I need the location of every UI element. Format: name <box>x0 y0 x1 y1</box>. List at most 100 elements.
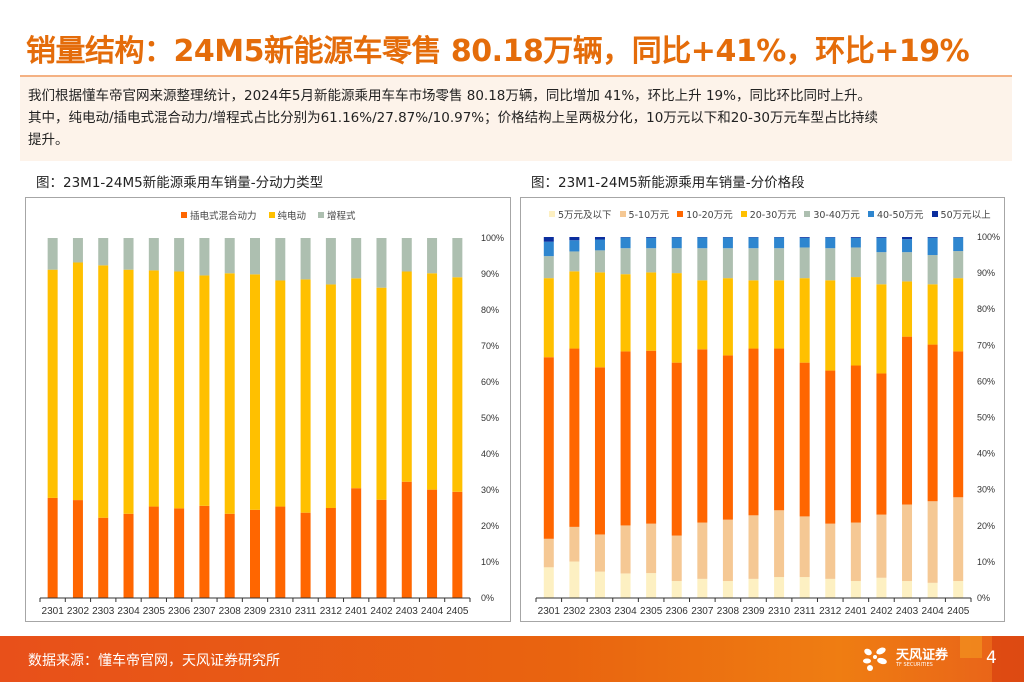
bar-segment <box>199 238 210 276</box>
bar-segment <box>825 370 836 524</box>
bar-segment <box>927 255 938 285</box>
legend-label: 5万元及以下 <box>558 210 612 221</box>
bar-segment <box>902 504 913 582</box>
bar-segment <box>98 517 109 598</box>
legend-swatch <box>740 211 747 217</box>
bar-segment <box>722 237 733 249</box>
bar-segment <box>902 336 913 505</box>
bar-segment <box>799 237 810 238</box>
footer-decoration <box>992 636 1024 682</box>
y-tick-label: 90% <box>977 268 995 278</box>
bar-segment <box>594 571 605 598</box>
x-tick-label: 2305 <box>640 606 663 617</box>
y-tick-label: 100% <box>481 233 504 243</box>
bar-segment <box>876 284 887 374</box>
bar-segment <box>671 581 682 598</box>
bar-segment <box>47 269 58 498</box>
bar-segment <box>351 238 362 279</box>
bar-segment <box>594 534 605 572</box>
legend-label: 5-10万元 <box>628 210 670 221</box>
bar-segment <box>671 535 682 582</box>
bar-segment <box>351 278 362 489</box>
bar-segment <box>620 351 631 526</box>
bar-segment <box>774 577 785 598</box>
x-tick-label: 2309 <box>244 606 267 617</box>
bar-segment <box>722 519 733 582</box>
bar-segment <box>722 278 733 356</box>
bar-segment <box>799 247 810 279</box>
chart-frame-price: 5万元及以下 5-10万元 10-20万元 20-30万元 30-40万元 40-50万元… <box>520 197 1005 622</box>
y-tick-label: 60% <box>977 376 995 386</box>
bar-segment <box>876 237 887 238</box>
x-tick-label: 2402 <box>370 606 393 617</box>
bar-segment <box>250 274 260 510</box>
bar-segment <box>927 344 938 502</box>
legend-label: 50万元以上 <box>940 210 991 221</box>
legend-label: 插电式混合动力 <box>190 211 257 222</box>
chart-title-price: 图：23M1-24M5新能源乘用车销量-分价格段 <box>531 175 805 191</box>
bar-segment <box>569 561 580 598</box>
bar-segment <box>47 497 58 598</box>
bar-segment <box>748 248 759 281</box>
x-tick-label: 2402 <box>870 606 893 617</box>
bar-segment <box>850 277 861 366</box>
legend-label: 30-40万元 <box>813 210 860 221</box>
bar-segment <box>72 500 83 598</box>
bar-segment <box>569 240 580 252</box>
legend-item: 插电式混合动力 <box>181 208 257 222</box>
x-tick-label: 2404 <box>921 606 944 617</box>
y-tick-label: 90% <box>481 269 499 279</box>
bar-segment <box>543 237 554 242</box>
x-tick-label: 2403 <box>396 606 419 617</box>
bar-segment <box>850 237 861 238</box>
bar-segment <box>98 238 109 266</box>
bar-segment <box>722 355 733 520</box>
bar-segment <box>543 278 554 358</box>
x-tick-label: 2311 <box>794 606 816 617</box>
bar-segment <box>697 349 708 523</box>
bar-segment <box>825 280 836 371</box>
bar-segment <box>569 237 580 241</box>
bar-segment <box>300 279 311 513</box>
logo-subtext: TF SECURITIES <box>896 662 933 668</box>
bar-segment <box>174 271 185 509</box>
bar-segment <box>646 523 657 574</box>
legend-swatch <box>181 212 187 218</box>
bar-segment <box>620 248 631 275</box>
bar-segment <box>452 491 463 598</box>
bar-segment <box>594 272 605 368</box>
y-tick-label: 100% <box>977 232 1000 242</box>
bar-segment <box>927 501 938 583</box>
bar-segment <box>646 248 657 273</box>
bar-segment <box>376 499 387 598</box>
bar-segment <box>275 280 286 507</box>
bar-segment <box>697 280 708 350</box>
bar-segment <box>876 373 887 515</box>
logo-text: 天风证券 <box>896 648 949 663</box>
x-tick-label: 2304 <box>117 606 140 617</box>
bar-segment <box>224 238 235 274</box>
bar-segment <box>594 237 605 240</box>
bar-segment <box>376 238 387 288</box>
footer-bar: 数据来源：懂车帝官网，天风证券研究所 天风证券 TF SECURITIES 4 <box>0 636 1024 682</box>
bar-segment <box>300 238 311 280</box>
bar-segment <box>646 237 657 238</box>
bar-segment <box>825 237 836 249</box>
bar-segment <box>850 247 861 278</box>
y-tick-label: 10% <box>977 557 995 567</box>
bar-segment <box>250 509 260 598</box>
legend-swatch <box>931 211 938 217</box>
company-logo: 天风证券 TF SECURITIES <box>862 646 948 672</box>
legend-swatch <box>867 211 874 217</box>
bar-segment <box>671 273 682 363</box>
bar-segment <box>646 573 657 598</box>
bar-segment <box>697 522 708 579</box>
bar-segment <box>671 237 682 249</box>
x-tick-label: 2310 <box>768 606 791 617</box>
summary-box: 我们根据懂车帝官网来源整理统计，2024年5月新能源乘用车车市场零售 80.18… <box>20 75 1012 161</box>
legend-item: 5-10万元 <box>619 207 670 221</box>
x-tick-label: 2306 <box>168 606 191 617</box>
bar-segment <box>697 237 708 249</box>
bar-segment <box>825 578 836 598</box>
x-tick-label: 2303 <box>92 606 115 617</box>
